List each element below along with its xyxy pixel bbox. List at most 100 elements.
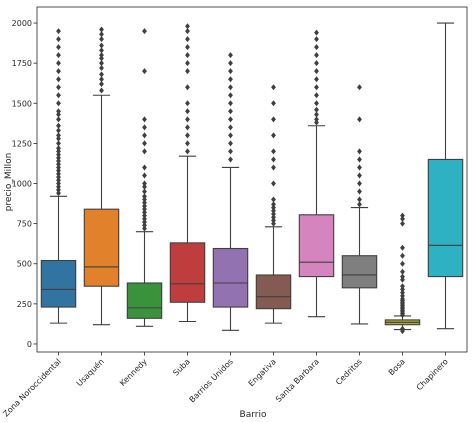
- box-iqr: [126, 282, 163, 319]
- outlier-point: [228, 140, 233, 147]
- outlier-point: [400, 296, 405, 303]
- outlier-point: [357, 84, 362, 91]
- outlier-point: [56, 122, 61, 129]
- outlier-point: [99, 55, 104, 62]
- box-iqr: [169, 242, 206, 303]
- outlier-point: [314, 68, 319, 75]
- outlier-point: [228, 60, 233, 67]
- x-tick-label: Cedritos: [334, 357, 364, 387]
- outlier-point: [142, 215, 147, 222]
- outlier-point: [142, 148, 147, 155]
- outlier-point: [142, 212, 147, 219]
- outlier-point: [314, 84, 319, 91]
- box-5: [255, 84, 292, 324]
- outlier-point: [56, 177, 61, 184]
- outlier-point: [142, 219, 147, 226]
- x-tick-label: Suba: [171, 357, 192, 378]
- plot-area: [36, 6, 468, 353]
- outlier-point: [185, 68, 190, 75]
- outlier-point: [185, 36, 190, 43]
- outlier-point: [185, 124, 190, 131]
- box-6: [298, 29, 335, 318]
- outlier-point: [185, 116, 190, 123]
- outlier-point: [185, 23, 190, 30]
- y-tick-label: 1000: [12, 180, 32, 189]
- box-iqr: [255, 274, 292, 310]
- outlier-point: [56, 127, 61, 134]
- outlier-point: [142, 202, 147, 209]
- outlier-point: [142, 180, 147, 187]
- outlier-point: [142, 206, 147, 213]
- outlier-point: [142, 132, 147, 139]
- outlier-point: [56, 111, 61, 118]
- x-axis-label: Barrio: [240, 410, 267, 420]
- outlier-point: [99, 42, 104, 49]
- outlier-point: [228, 148, 233, 155]
- outlier-point: [228, 84, 233, 91]
- outlier-point: [314, 92, 319, 99]
- outlier-point: [271, 201, 276, 208]
- x-tick-label: Barrios Unidos: [188, 357, 235, 404]
- outlier-point: [357, 164, 362, 171]
- outlier-point: [271, 156, 276, 163]
- outlier-point: [56, 108, 61, 115]
- y-tick-label: 1750: [12, 59, 32, 68]
- outlier-point: [314, 76, 319, 83]
- outlier-point: [56, 140, 61, 147]
- outlier-point: [400, 283, 405, 290]
- y-axis: 0 250 500 750 1000 1250 1500 1750 2000: [12, 19, 37, 349]
- outlier-point: [56, 84, 61, 91]
- outlier-point: [228, 124, 233, 131]
- outlier-point: [271, 148, 276, 155]
- outlier-point: [271, 132, 276, 139]
- y-tick-label: 1500: [12, 99, 32, 108]
- outlier-point: [314, 116, 319, 123]
- outlier-point: [400, 220, 405, 227]
- outlier-point: [400, 276, 405, 283]
- x-tick-label: Engativa: [247, 357, 278, 388]
- outlier-point: [185, 84, 190, 91]
- outlier-point: [99, 87, 104, 94]
- outlier-point: [56, 154, 61, 161]
- box-7: [341, 84, 378, 325]
- outlier-point: [228, 52, 233, 59]
- outlier-point: [56, 52, 61, 59]
- outlier-point: [400, 292, 405, 299]
- outlier-point: [142, 28, 147, 35]
- outlier-point: [142, 196, 147, 203]
- y-axis-label: precio_Millon: [4, 153, 14, 212]
- outlier-point: [142, 199, 147, 206]
- outlier-point: [314, 60, 319, 67]
- x-tick-label: Bosa: [387, 357, 407, 377]
- outlier-point: [142, 124, 147, 131]
- outlier-point: [228, 68, 233, 75]
- outlier-point: [185, 108, 190, 115]
- outlier-point: [99, 81, 104, 88]
- outlier-point: [99, 60, 104, 67]
- outlier-point: [271, 180, 276, 187]
- outlier-point: [56, 100, 61, 107]
- outlier-point: [185, 140, 190, 147]
- outlier-point: [314, 106, 319, 113]
- outlier-point: [56, 132, 61, 139]
- x-tick-label: Chapinero: [415, 357, 450, 392]
- box-3: [169, 23, 206, 323]
- box-iqr: [40, 259, 77, 308]
- outlier-point: [56, 92, 61, 99]
- y-tick-label: 250: [17, 300, 32, 309]
- outlier-point: [357, 201, 362, 208]
- outlier-point: [271, 100, 276, 107]
- plot-frame: [36, 6, 468, 353]
- outlier-point: [56, 116, 61, 123]
- y-tick-label: 750: [17, 220, 32, 229]
- x-tick-label: Zona Noroccidental: [1, 357, 63, 419]
- outlier-point: [314, 36, 319, 43]
- x-tick-label: Usaquén: [74, 356, 106, 388]
- outlier-point: [185, 44, 190, 51]
- y-tick-label: 0: [27, 340, 32, 349]
- outlier-point: [56, 180, 61, 187]
- outlier-point: [56, 167, 61, 174]
- box-2: [126, 28, 163, 327]
- x-axis: Zona Noroccidental Usaquén Kennedy SubaBarr…: [1, 352, 450, 419]
- outlier-point: [357, 188, 362, 195]
